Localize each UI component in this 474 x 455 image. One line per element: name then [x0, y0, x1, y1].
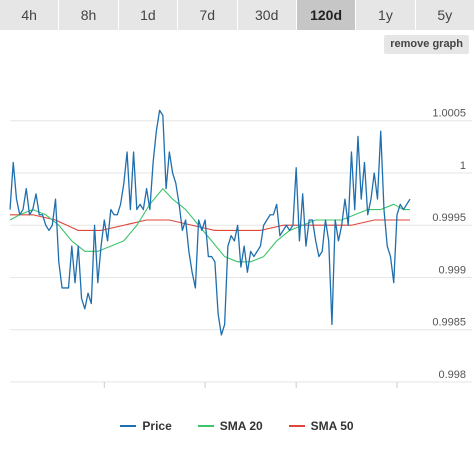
time-range-tabs: 4h 8h 1d 7d 30d 120d 1y 5y — [0, 0, 474, 30]
tab-4h[interactable]: 4h — [0, 0, 60, 30]
tab-7d[interactable]: 7d — [178, 0, 238, 30]
y-tick-label: 0.9995 — [432, 212, 466, 224]
legend-swatch-sma20 — [197, 425, 214, 427]
chart-legend: Price SMA 20 SMA 50 — [0, 419, 474, 433]
y-tick-label: 1 — [460, 160, 466, 172]
tab-1d[interactable]: 1d — [118, 0, 179, 30]
legend-item-sma20[interactable]: SMA 20 — [197, 419, 263, 433]
legend-item-price[interactable]: Price — [120, 419, 172, 433]
y-tick-label: 0.9985 — [432, 317, 466, 329]
legend-swatch-sma50 — [288, 425, 305, 427]
tab-8h[interactable]: 8h — [59, 0, 119, 30]
y-tick-label: 0.999 — [438, 264, 466, 276]
legend-swatch-price — [120, 425, 137, 427]
tab-30d[interactable]: 30d — [237, 0, 297, 30]
series-line-sma20 — [9, 188, 410, 263]
series-line-price — [9, 109, 411, 336]
legend-label-sma20: SMA 20 — [219, 419, 263, 433]
legend-label-sma50: SMA 50 — [310, 419, 354, 433]
y-tick-label: 0.998 — [438, 369, 466, 381]
tab-120d[interactable]: 120d — [296, 0, 357, 30]
tab-5y[interactable]: 5y — [415, 0, 474, 30]
series-line-sma50 — [10, 214, 410, 231]
legend-item-sma50[interactable]: SMA 50 — [288, 419, 354, 433]
y-tick-label: 1.0005 — [432, 108, 466, 120]
remove-graph-button[interactable]: remove graph — [384, 35, 469, 54]
tab-1y[interactable]: 1y — [356, 0, 416, 30]
legend-label-price: Price — [142, 419, 172, 433]
